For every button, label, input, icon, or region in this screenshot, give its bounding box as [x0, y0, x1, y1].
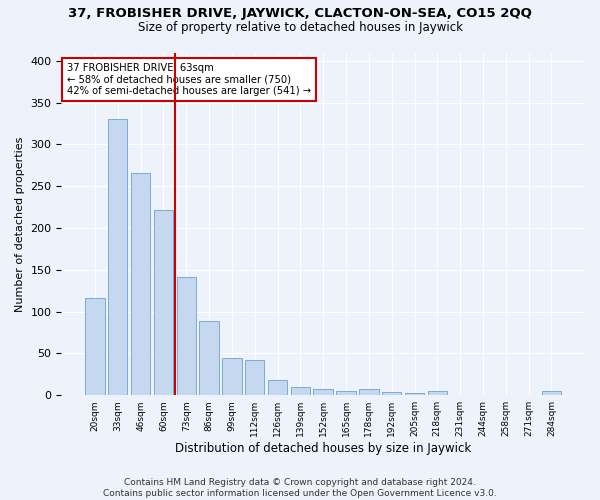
Text: Size of property relative to detached houses in Jaywick: Size of property relative to detached ho… [137, 21, 463, 34]
Text: 37, FROBISHER DRIVE, JAYWICK, CLACTON-ON-SEA, CO15 2QQ: 37, FROBISHER DRIVE, JAYWICK, CLACTON-ON… [68, 8, 532, 20]
Bar [222, 358, 242, 395]
Bar [85, 298, 104, 395]
Bar [108, 118, 127, 395]
Bar [131, 173, 150, 395]
Text: 37 FROBISHER DRIVE: 63sqm
← 58% of detached houses are smaller (750)
42% of semi: 37 FROBISHER DRIVE: 63sqm ← 58% of detac… [67, 63, 311, 96]
Bar [268, 380, 287, 395]
Text: Contains HM Land Registry data © Crown copyright and database right 2024.
Contai: Contains HM Land Registry data © Crown c… [103, 478, 497, 498]
Bar [337, 391, 356, 395]
Bar [290, 387, 310, 395]
Bar [382, 392, 401, 395]
Bar [199, 321, 219, 395]
X-axis label: Distribution of detached houses by size in Jaywick: Distribution of detached houses by size … [175, 442, 472, 455]
Bar [313, 390, 333, 395]
Bar [176, 278, 196, 395]
Bar [405, 392, 424, 395]
Bar [542, 391, 561, 395]
Bar [154, 210, 173, 395]
Bar [245, 360, 265, 395]
Bar [428, 391, 447, 395]
Y-axis label: Number of detached properties: Number of detached properties [15, 136, 25, 312]
Bar [359, 390, 379, 395]
